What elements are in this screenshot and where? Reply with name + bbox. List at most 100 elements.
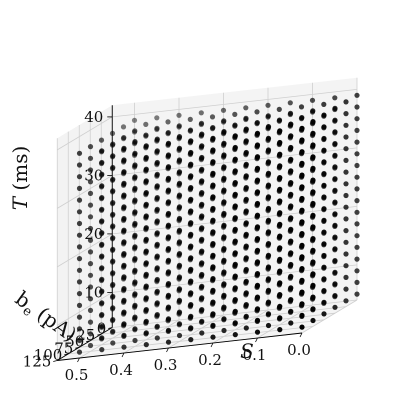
data-point (99, 323, 105, 329)
data-point (154, 218, 160, 224)
z-tick-label: 20 (84, 225, 103, 243)
grid-s-floor (257, 304, 313, 339)
y-tick (108, 327, 113, 329)
data-point (343, 216, 349, 222)
data-point (188, 196, 194, 202)
data-point (210, 182, 216, 188)
data-point (232, 320, 238, 326)
data-point (210, 264, 216, 270)
data-point (265, 182, 272, 188)
data-point (221, 269, 227, 275)
data-point (299, 254, 305, 260)
data-point (132, 150, 138, 156)
data-point (76, 209, 83, 215)
data-point (277, 327, 283, 333)
data-point (143, 166, 149, 172)
data-point (299, 324, 305, 330)
data-point (321, 299, 327, 305)
data-point (232, 250, 238, 256)
data-point (165, 140, 172, 146)
z-tick-label: 30 (84, 166, 103, 184)
data-point (132, 185, 138, 191)
data-point (265, 102, 271, 108)
data-point (176, 134, 183, 140)
data-point (254, 130, 261, 136)
data-point (299, 312, 305, 318)
data-point (265, 311, 272, 317)
data-point (277, 151, 283, 157)
data-point (143, 307, 149, 313)
data-point (132, 314, 138, 320)
data-point (221, 129, 227, 135)
data-point (243, 161, 249, 167)
data-point (87, 249, 94, 255)
data-point (288, 156, 294, 162)
data-point (332, 304, 338, 310)
data-point (132, 326, 138, 332)
data-point (232, 156, 238, 162)
data-point (354, 92, 360, 98)
data-point (110, 317, 116, 323)
data-point (87, 179, 94, 185)
data-point (132, 162, 138, 168)
data-point (210, 217, 216, 223)
data-point (188, 302, 194, 308)
data-point (265, 229, 272, 235)
data-point (310, 177, 316, 183)
data-point (121, 297, 127, 303)
data-point (154, 288, 160, 294)
data-point (176, 239, 183, 245)
data-point (76, 220, 83, 227)
data-point (87, 342, 94, 349)
data-point (254, 212, 261, 218)
data-point (254, 236, 261, 242)
data-point (243, 266, 249, 273)
data-point (354, 198, 360, 204)
data-point (87, 284, 94, 290)
data-point (299, 277, 305, 283)
data-point (354, 174, 360, 180)
data-point (343, 122, 349, 128)
data-point (276, 106, 282, 112)
data-point (332, 176, 338, 182)
data-point (99, 183, 105, 189)
data-point (110, 246, 116, 252)
data-point (121, 135, 127, 141)
data-point (199, 213, 205, 219)
x-tick-label: 0.1 (243, 346, 267, 364)
data-point (165, 199, 172, 205)
data-point (154, 241, 160, 247)
pane-back (112, 77, 357, 328)
data-point (354, 221, 360, 227)
data-point (277, 303, 283, 309)
data-point (221, 316, 227, 322)
grid-s-floor (212, 309, 269, 344)
data-point (132, 302, 138, 308)
data-point (76, 326, 83, 332)
data-point (299, 231, 305, 237)
data-point (210, 229, 216, 235)
data-point (76, 197, 83, 203)
data-point (332, 211, 338, 217)
y-tick-label: 75 (54, 339, 73, 357)
data-point (176, 215, 183, 222)
data-point (288, 226, 294, 232)
data-point (76, 185, 83, 191)
axis-panes (57, 77, 358, 361)
data-point (143, 318, 149, 324)
data-point (321, 276, 327, 282)
data-point (154, 195, 160, 201)
data-point (243, 255, 249, 261)
data-point (254, 177, 261, 183)
data-point (232, 191, 238, 197)
data-point (243, 220, 249, 226)
pane-floor (57, 300, 358, 361)
data-point (299, 115, 305, 121)
data-point (210, 276, 216, 282)
data-point (165, 152, 172, 158)
data-point (143, 248, 149, 254)
z-axis-title: T (ms) (8, 146, 32, 211)
data-point (343, 169, 349, 175)
data-point (321, 252, 327, 259)
